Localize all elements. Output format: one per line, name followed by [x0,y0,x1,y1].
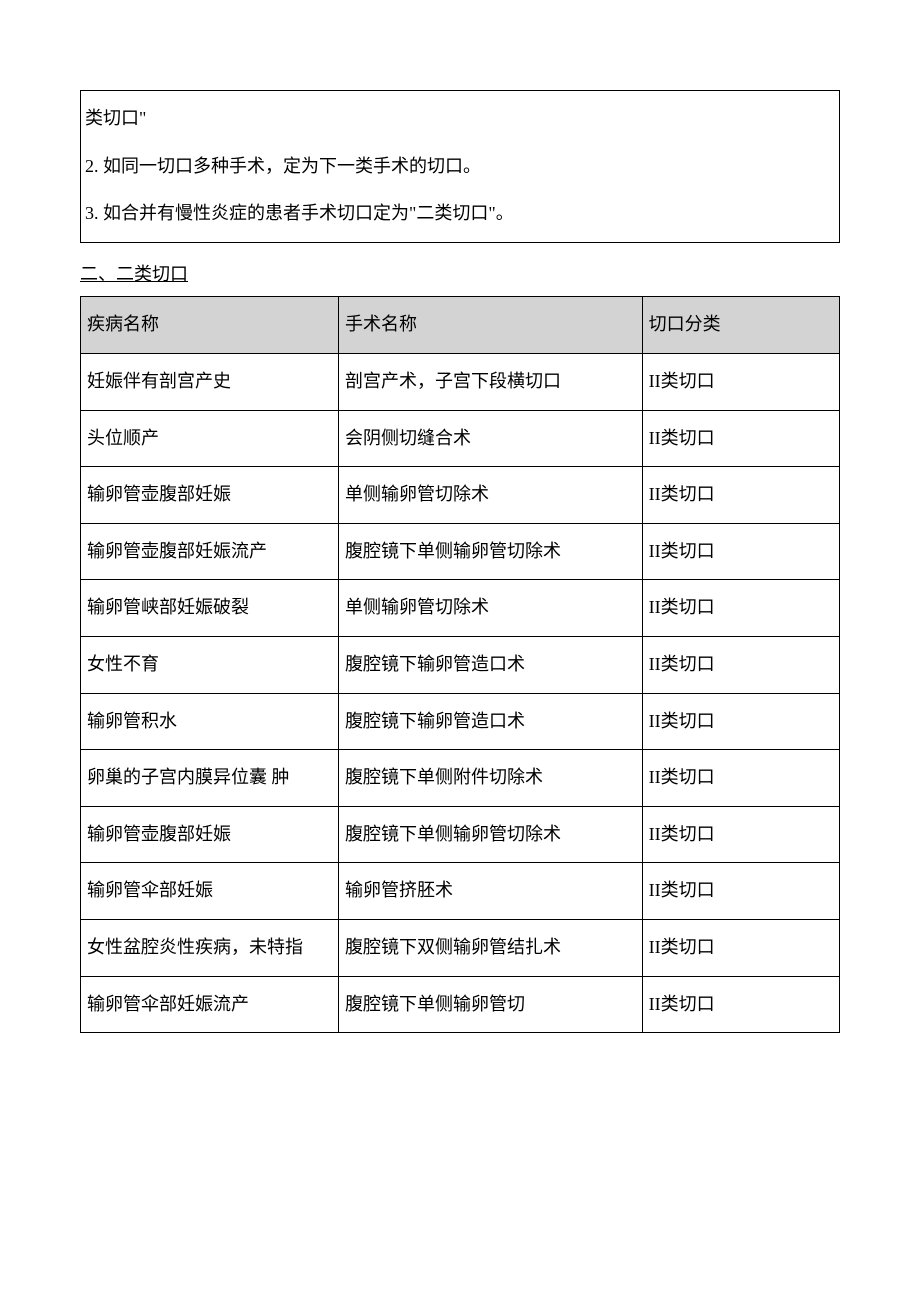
cell-surgery: 单侧输卵管切除术 [339,580,643,637]
table-row: 头位顺产 会阴侧切缝合术 II类切口 [81,410,840,467]
cell-disease: 头位顺产 [81,410,339,467]
cell-disease: 女性不育 [81,636,339,693]
cell-category: II类切口 [642,353,839,410]
cell-disease: 卵巢的子宫内膜异位囊 肿 [81,750,339,807]
cell-surgery: 单侧输卵管切除术 [339,467,643,524]
notes-box: 类切口" 2. 如同一切口多种手术，定为下一类手术的切口。 3. 如合并有慢性炎… [80,90,840,243]
cell-disease: 输卵管积水 [81,693,339,750]
cell-category: II类切口 [642,410,839,467]
cell-disease: 输卵管峡部妊娠破裂 [81,580,339,637]
cell-category: II类切口 [642,580,839,637]
cell-category: II类切口 [642,693,839,750]
cell-category: II类切口 [642,750,839,807]
cell-surgery: 腹腔镜下双侧输卵管结扎术 [339,919,643,976]
note-line-1: 类切口" [85,99,835,139]
cell-category: II类切口 [642,976,839,1033]
cell-category: II类切口 [642,523,839,580]
cell-surgery: 腹腔镜下单侧输卵管切除术 [339,806,643,863]
cell-surgery: 腹腔镜下输卵管造口术 [339,693,643,750]
table-row: 妊娠伴有剖宫产史 剖宫产术，子宫下段横切口 II类切口 [81,353,840,410]
table-row: 女性不育 腹腔镜下输卵管造口术 II类切口 [81,636,840,693]
cell-category: II类切口 [642,636,839,693]
table-row: 输卵管积水 腹腔镜下输卵管造口术 II类切口 [81,693,840,750]
table-row: 输卵管壶腹部妊娠流产 腹腔镜下单侧输卵管切除术 II类切口 [81,523,840,580]
cell-surgery: 腹腔镜下单侧输卵管切 [339,976,643,1033]
cell-disease: 妊娠伴有剖宫产史 [81,353,339,410]
table-row: 输卵管峡部妊娠破裂 单侧输卵管切除术 II类切口 [81,580,840,637]
cell-disease: 输卵管伞部妊娠流产 [81,976,339,1033]
note-line-2: 2. 如同一切口多种手术，定为下一类手术的切口。 [85,147,835,187]
cell-surgery: 剖宫产术，子宫下段横切口 [339,353,643,410]
table-row: 女性盆腔炎性疾病，未特指 腹腔镜下双侧输卵管结扎术 II类切口 [81,919,840,976]
header-surgery: 手术名称 [339,297,643,354]
cell-disease: 输卵管壶腹部妊娠 [81,467,339,524]
cell-surgery: 腹腔镜下输卵管造口术 [339,636,643,693]
table-row: 输卵管伞部妊娠 输卵管挤胚术 II类切口 [81,863,840,920]
incision-table: 疾病名称 手术名称 切口分类 妊娠伴有剖宫产史 剖宫产术，子宫下段横切口 II类… [80,296,840,1033]
table-header-row: 疾病名称 手术名称 切口分类 [81,297,840,354]
table-row: 卵巢的子宫内膜异位囊 肿 腹腔镜下单侧附件切除术 II类切口 [81,750,840,807]
cell-disease: 输卵管壶腹部妊娠 [81,806,339,863]
cell-surgery: 腹腔镜下单侧附件切除术 [339,750,643,807]
note-line-3: 3. 如合并有慢性炎症的患者手术切口定为"二类切口"。 [85,194,835,234]
header-disease: 疾病名称 [81,297,339,354]
table-row: 输卵管壶腹部妊娠 单侧输卵管切除术 II类切口 [81,467,840,524]
cell-surgery: 会阴侧切缝合术 [339,410,643,467]
cell-surgery: 腹腔镜下单侧输卵管切除术 [339,523,643,580]
cell-category: II类切口 [642,919,839,976]
cell-disease: 输卵管壶腹部妊娠流产 [81,523,339,580]
cell-category: II类切口 [642,863,839,920]
cell-disease: 女性盆腔炎性疾病，未特指 [81,919,339,976]
section-title: 二、二类切口 [80,255,840,295]
cell-category: II类切口 [642,467,839,524]
cell-surgery: 输卵管挤胚术 [339,863,643,920]
header-category: 切口分类 [642,297,839,354]
table-row: 输卵管伞部妊娠流产 腹腔镜下单侧输卵管切 II类切口 [81,976,840,1033]
cell-category: II类切口 [642,806,839,863]
table-row: 输卵管壶腹部妊娠 腹腔镜下单侧输卵管切除术 II类切口 [81,806,840,863]
cell-disease: 输卵管伞部妊娠 [81,863,339,920]
